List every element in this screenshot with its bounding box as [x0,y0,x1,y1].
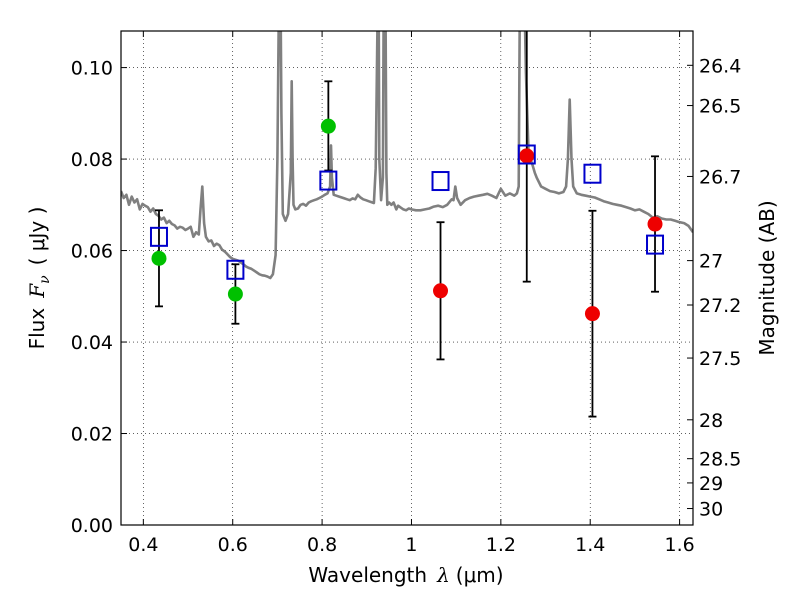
red-data-point [584,306,600,322]
magnitude-axis-label: Magnitude (AB) [755,200,779,355]
plot-area [121,31,693,525]
plot-frame [120,30,694,526]
magnitude-tick-label: 28.5 [699,449,741,471]
x-tick-label: 1.2 [486,534,516,556]
green-data-point [227,286,243,302]
y-tick-label: 0.08 [71,149,113,171]
x-axis-label-text: Wavelength [308,563,427,587]
model-square-marker [431,171,450,192]
x-axis-ticks: 0.4 0.6 0.8 1 1.2 1.4 1.6 [128,31,695,556]
x-axis-label: Wavelength λ (μm) [308,563,503,587]
y-tick-label: 0.00 [71,515,113,537]
y-tick-label: 0.10 [71,58,113,80]
marker-layer [149,118,665,322]
y-axis-ticks: 0.00 0.02 0.04 0.06 0.08 0.10 [71,58,127,537]
magnitude-tick-label: 27 [699,251,723,273]
magnitude-tick-label: 26.4 [699,55,741,77]
y-tick-label: 0.06 [71,241,113,263]
x-tick-label: 0.6 [218,534,248,556]
magnitude-tick-label: 30 [699,499,723,521]
x-tick-label: 1 [405,534,417,556]
y-axis-label-prefix: Flux [25,308,49,350]
x-tick-label: 0.8 [307,534,337,556]
magnitude-tick-label: 27.5 [699,348,741,370]
x-tick-label: 0.4 [128,534,158,556]
spectrum-line [121,31,693,280]
green-data-point [151,250,167,266]
magnitude-tick-label: 28 [699,410,723,432]
x-axis-label-symbol: λ [436,563,450,587]
model-square-marker [226,259,245,280]
x-tick-label: 1.6 [664,534,694,556]
model-square-marker [319,170,338,191]
magnitude-tick-label: 26.5 [699,96,741,118]
y-axis-label: Flux Fν ( μJy ) [25,207,53,350]
magnitude-tick-label: 27.2 [699,295,741,317]
x-tick-label: 1.4 [575,534,605,556]
y-axis-label-subscript: ν [37,275,53,284]
y-tick-label: 0.02 [71,424,113,446]
model-square-marker [517,144,536,165]
red-data-point [433,283,449,299]
x-axis-label-unit: (μm) [456,563,504,587]
magnitude-axis-ticks: 26.4 26.5 26.7 27 27.2 27.5 28 28.529 30 [687,55,741,521]
model-square-marker [149,226,168,247]
y-tick-label: 0.04 [71,332,113,354]
model-square-marker [583,163,602,184]
green-data-point [320,118,336,134]
y-axis-label-symbol: F [25,283,49,299]
magnitude-tick-label: 29 [699,473,723,495]
spectrum-layer [121,31,693,280]
model-square-marker [646,234,665,255]
y-axis-label-unit: ( μJy ) [25,207,49,266]
red-data-point [519,148,535,164]
magnitude-tick-label: 26.7 [699,166,741,188]
red-data-point [647,216,663,232]
